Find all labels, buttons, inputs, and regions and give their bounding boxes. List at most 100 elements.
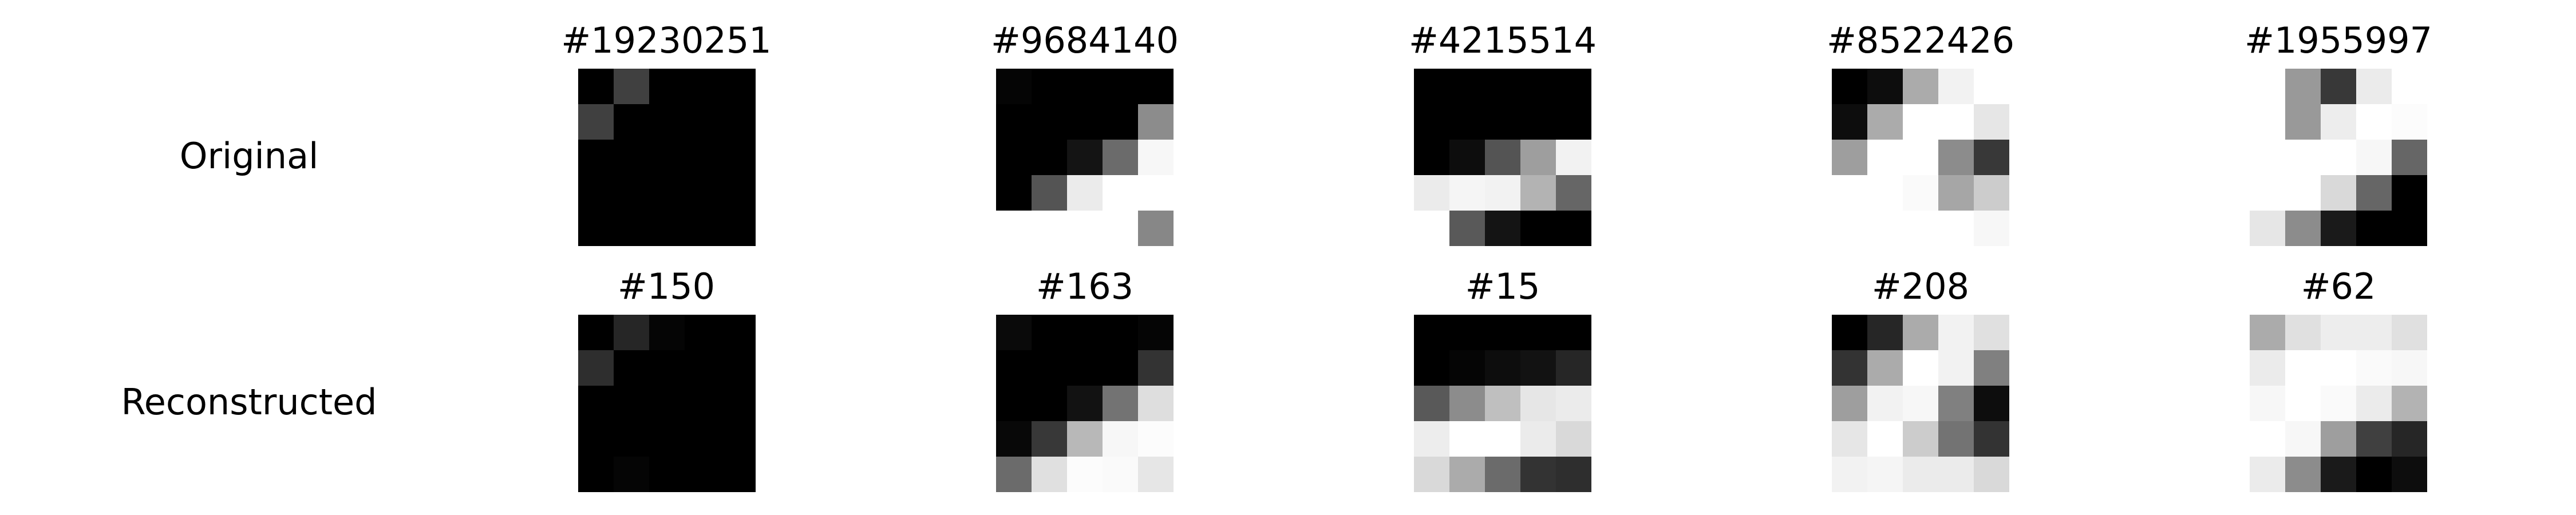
- original-pixel-cell: [996, 69, 1032, 104]
- reconstructed-pixel-cell: [1414, 315, 1449, 350]
- reconstructed-pixel-cell: [1867, 421, 1903, 457]
- original-pixel-cell: [2285, 69, 2321, 104]
- original-pixel-cell: [1520, 211, 1556, 246]
- panel-title-original-5: #1955997: [2244, 19, 2433, 61]
- reconstructed-pixel-cell: [1832, 421, 1867, 457]
- reconstructed-pixel-cell: [2392, 457, 2427, 492]
- reconstructed-pixel-cell: [1903, 350, 1938, 386]
- original-pixel-cell: [996, 175, 1032, 211]
- original-pixel-cell: [685, 104, 720, 140]
- original-pixel-cell: [2392, 175, 2427, 211]
- reconstructed-pixel-cell: [1556, 421, 1591, 457]
- original-pixel-cell: [1485, 175, 1520, 211]
- original-pixel-cell: [685, 175, 720, 211]
- original-pixel-cell: [1067, 104, 1103, 140]
- reconstructed-thumbnail-1: [578, 315, 756, 492]
- reconstructed-pixel-cell: [2285, 350, 2321, 386]
- original-pixel-cell: [1520, 69, 1556, 104]
- original-pixel-cell: [2285, 175, 2321, 211]
- reconstructed-pixel-cell: [1138, 350, 1174, 386]
- reconstructed-pixel-cell: [1032, 350, 1067, 386]
- original-pixel-cell: [1103, 140, 1138, 175]
- original-pixel-cell: [649, 69, 685, 104]
- original-pixel-cell: [2392, 104, 2427, 140]
- original-pixel-cell: [1938, 140, 1974, 175]
- original-pixel-cell: [578, 140, 614, 175]
- original-pixel-cell: [2356, 140, 2392, 175]
- original-pixel-cell: [720, 140, 756, 175]
- reconstructed-pixel-cell: [1485, 421, 1520, 457]
- original-pixel-cell: [614, 69, 649, 104]
- reconstructed-pixel-cell: [1485, 315, 1520, 350]
- reconstructed-pixel-cell: [2392, 315, 2427, 350]
- reconstructed-pixel-cell: [1520, 457, 1556, 492]
- reconstructed-pixel-cell: [1974, 457, 2009, 492]
- original-pixel-cell: [2356, 104, 2392, 140]
- original-pixel-cell: [2250, 104, 2285, 140]
- panel-title-original-3: #4215514: [1408, 19, 1597, 61]
- reconstructed-pixel-cell: [1832, 350, 1867, 386]
- reconstructed-pixel-cell: [649, 457, 685, 492]
- reconstructed-pixel-cell: [996, 421, 1032, 457]
- original-thumbnail-4: [1832, 69, 2009, 246]
- original-thumbnail-2: [996, 69, 1174, 246]
- reconstructed-pixel-cell: [2250, 315, 2285, 350]
- original-pixel-cell: [1974, 175, 2009, 211]
- reconstructed-pixel-cell: [1832, 386, 1867, 421]
- original-pixel-cell: [1903, 175, 1938, 211]
- row-label-original: Original: [179, 135, 319, 177]
- original-pixel-cell: [1485, 140, 1520, 175]
- reconstructed-pixel-cell: [2250, 457, 2285, 492]
- reconstructed-pixel-cell: [2356, 457, 2392, 492]
- reconstructed-pixel-cell: [720, 386, 756, 421]
- original-pixel-cell: [2321, 211, 2356, 246]
- original-pixel-cell: [614, 175, 649, 211]
- reconstructed-pixel-cell: [1138, 457, 1174, 492]
- original-pixel-cell: [1067, 69, 1103, 104]
- reconstructed-thumbnail-2: [996, 315, 1174, 492]
- original-pixel-cell: [614, 211, 649, 246]
- reconstructed-pixel-cell: [1449, 386, 1485, 421]
- original-pixel-cell: [1414, 104, 1449, 140]
- reconstructed-pixel-cell: [649, 421, 685, 457]
- reconstructed-pixel-cell: [1520, 386, 1556, 421]
- reconstructed-pixel-cell: [1449, 350, 1485, 386]
- reconstructed-pixel-cell: [1449, 457, 1485, 492]
- reconstructed-pixel-cell: [1867, 350, 1903, 386]
- reconstructed-pixel-cell: [2321, 457, 2356, 492]
- reconstructed-pixel-cell: [1974, 386, 2009, 421]
- reconstructed-pixel-cell: [1067, 315, 1103, 350]
- reconstructed-pixel-cell: [578, 421, 614, 457]
- reconstructed-pixel-cell: [2321, 350, 2356, 386]
- original-pixel-cell: [1556, 104, 1591, 140]
- reconstructed-pixel-cell: [1032, 457, 1067, 492]
- original-pixel-cell: [1032, 175, 1067, 211]
- reconstructed-pixel-cell: [2285, 386, 2321, 421]
- reconstructed-pixel-cell: [649, 350, 685, 386]
- reconstructed-pixel-cell: [1867, 386, 1903, 421]
- original-pixel-cell: [1938, 175, 1974, 211]
- reconstructed-pixel-cell: [2392, 421, 2427, 457]
- reconstructed-pixel-cell: [1832, 315, 1867, 350]
- original-pixel-cell: [2392, 69, 2427, 104]
- original-pixel-cell: [1449, 211, 1485, 246]
- original-pixel-cell: [1832, 211, 1867, 246]
- original-pixel-cell: [996, 140, 1032, 175]
- original-pixel-cell: [614, 104, 649, 140]
- original-pixel-cell: [1520, 175, 1556, 211]
- reconstructed-pixel-cell: [2321, 315, 2356, 350]
- original-pixel-cell: [996, 104, 1032, 140]
- reconstructed-pixel-cell: [1067, 421, 1103, 457]
- reconstructed-pixel-cell: [685, 350, 720, 386]
- panel-title-reconstructed-5: #62: [2301, 266, 2376, 307]
- reconstructed-pixel-cell: [1485, 457, 1520, 492]
- original-pixel-cell: [578, 175, 614, 211]
- original-pixel-cell: [1520, 140, 1556, 175]
- reconstructed-pixel-cell: [1903, 457, 1938, 492]
- reconstructed-pixel-cell: [720, 315, 756, 350]
- original-pixel-cell: [1903, 211, 1938, 246]
- original-pixel-cell: [2250, 69, 2285, 104]
- reconstructed-pixel-cell: [1867, 457, 1903, 492]
- reconstructed-pixel-cell: [1974, 350, 2009, 386]
- reconstructed-pixel-cell: [996, 386, 1032, 421]
